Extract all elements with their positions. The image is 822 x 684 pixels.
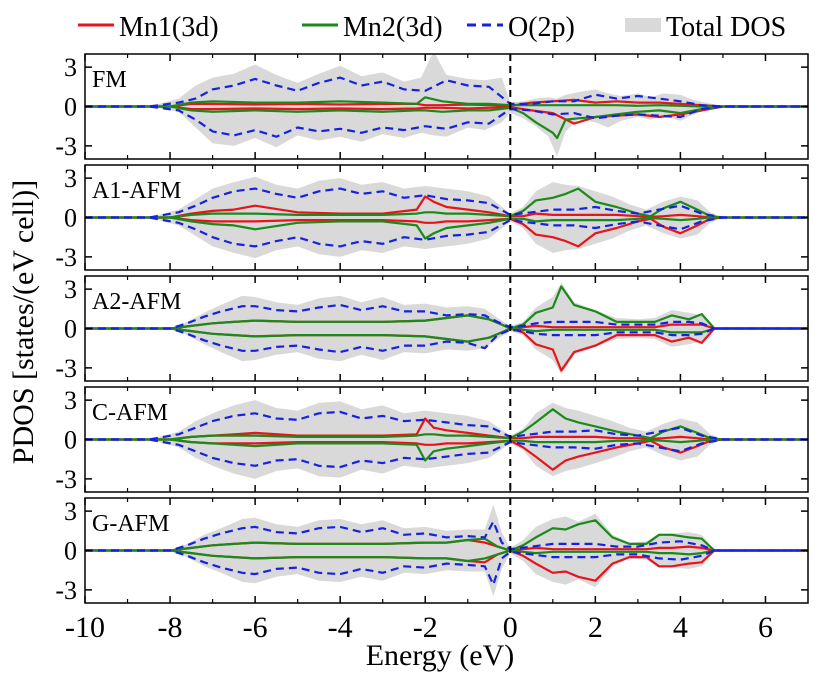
band-total-dos (148, 400, 723, 479)
band-total-dos (148, 176, 723, 259)
x-tick-label: 6 (758, 611, 773, 644)
line-o-2p-down (85, 216, 808, 248)
y-tick-label: 3 (64, 53, 77, 82)
legend-label-o-2p: O(2p) (508, 12, 575, 43)
legend-item-mn2-3d: Mn2(3d) (302, 12, 443, 43)
y-tick-label: 0 (64, 315, 77, 344)
panel-a2-afm: -3 0 3 A2-AFM (55, 275, 809, 383)
line-o-2p-up (85, 410, 808, 441)
y-tick-label: 0 (64, 537, 77, 566)
line-o-2p-down (85, 549, 808, 586)
band-total-dos (170, 504, 715, 597)
line-o-2p-down (85, 105, 808, 138)
legend-label-mn2-3d: Mn2(3d) (343, 12, 443, 43)
y-tick-label: -3 (55, 576, 77, 605)
line-o-2p-down (85, 438, 808, 469)
panel-c-afm: -3 0 3 C-AFM (55, 386, 809, 494)
x-tick-label: -2 (413, 611, 438, 644)
legend-swatch-total-dos (625, 18, 661, 32)
panel-label-c-afm: C-AFM (92, 400, 168, 426)
y-tick-label: -3 (55, 354, 77, 383)
line-mn2-3d-up (85, 96, 808, 108)
panel-plot-area (85, 176, 808, 259)
y-tick-label: 0 (64, 93, 77, 122)
legend-item-o-2p: O(2p) (467, 12, 575, 43)
line-o-2p-up (85, 187, 808, 219)
band-total-dos (170, 282, 715, 375)
panel-fm: -3 0 3 FM (55, 53, 809, 161)
y-tick-label: -3 (55, 132, 77, 161)
line-mn2-3d-down (85, 549, 808, 563)
x-tick-label: -6 (243, 611, 268, 644)
panel-plot-area (85, 282, 808, 375)
y-tick-label: -3 (55, 465, 77, 494)
panel-plot-area (85, 400, 808, 479)
x-tick-label: -10 (65, 611, 105, 644)
panel-label-fm: FM (92, 67, 127, 93)
legend-item-total-dos: Total DOS (625, 12, 786, 43)
y-tick-label: 3 (64, 497, 77, 526)
line-mn1-3d-up (85, 98, 808, 108)
x-axis: -10 -8 -6 -4 -2 0 2 4 6 (65, 611, 773, 644)
x-tick-label: -4 (328, 611, 353, 644)
panel-plot-area (85, 504, 808, 597)
line-mn1-3d-down (85, 105, 808, 125)
line-o-2p-up (85, 76, 808, 108)
y-tick-label: 3 (64, 164, 77, 193)
panel-a1-afm: -3 0 3 A1-AFM (55, 164, 809, 272)
y-axis-label: PDOS [states/(eV cell)] (7, 180, 40, 464)
x-axis-label: Energy (eV) (366, 639, 515, 672)
panel-label-a1-afm: A1-AFM (92, 178, 181, 204)
x-tick-label: 0 (503, 611, 518, 644)
legend-label-mn1-3d: Mn1(3d) (119, 12, 219, 43)
panel-label-g-afm: G-AFM (92, 511, 169, 537)
x-tick-label: 2 (588, 611, 603, 644)
line-o-2p-up (85, 303, 808, 330)
line-o-2p-down (85, 327, 808, 354)
y-tick-label: 0 (64, 426, 77, 455)
panel-label-a2-afm: A2-AFM (92, 289, 181, 315)
panels: -303 FM-303 A1-AFM-303 A2-AFM-303 C-AFM-303 G… (55, 53, 809, 605)
panel-g-afm: -3 0 3 G-AFM (55, 497, 809, 605)
y-tick-label: 3 (64, 275, 77, 304)
y-tick-label: 0 (64, 204, 77, 233)
y-tick-label: 3 (64, 386, 77, 415)
line-o-2p-up (85, 520, 808, 552)
panel-plot-area (85, 54, 808, 157)
legend-item-mn1-3d: Mn1(3d) (78, 12, 219, 43)
legend-label-total-dos: Total DOS (666, 12, 786, 43)
legend: Mn1(3d) Mn2(3d) O(2p) Total DOS (78, 12, 786, 43)
line-mn2-3d-up (85, 519, 808, 552)
x-tick-label: -8 (158, 611, 183, 644)
y-tick-label: -3 (55, 243, 77, 272)
x-tick-label: 4 (673, 611, 688, 644)
